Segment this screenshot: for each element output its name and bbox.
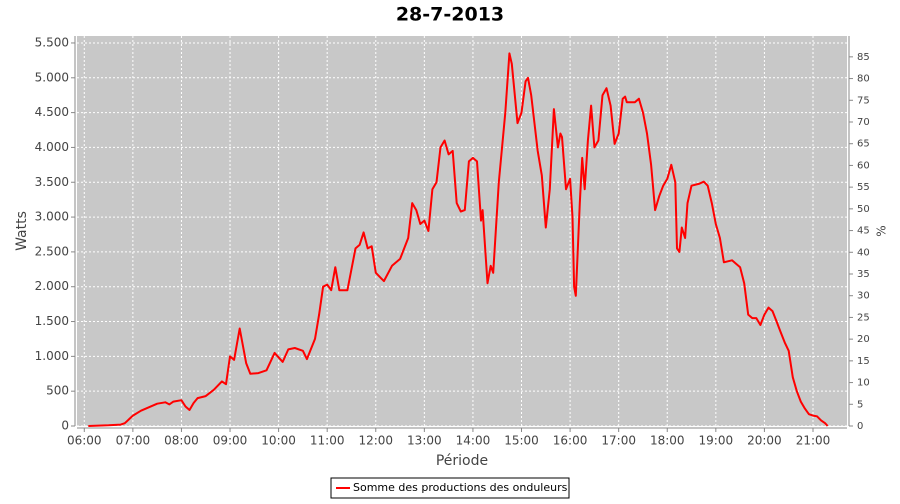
y-tick-label: 0 [61,419,69,433]
legend-label: Somme des productions des onduleurs [353,481,568,494]
x-tick-label: 12:00 [358,434,393,448]
legend [330,477,570,499]
y2-tick-label: 0 [857,421,863,432]
x-tick-label: 21:00 [796,434,831,448]
x-tick-label: 20:00 [747,434,782,448]
x-axis-label: Période [436,453,488,469]
x-tick-label: 06:00 [67,434,102,448]
y2-tick-label: 50 [857,204,870,215]
x-tick-label: 07:00 [116,434,151,448]
y-tick-label: 3.500 [35,175,69,189]
y-axis-label: Watts [14,211,30,251]
series-line [88,52,829,427]
legend-box [330,477,570,499]
y-tick-label: 500 [46,384,69,398]
y2-tick-label: 80 [857,74,870,85]
x-tick-label: 17:00 [601,434,636,448]
x-tick-label: 10:00 [261,434,296,448]
x-tick-label: 08:00 [164,434,199,448]
y2-tick-label: 60 [857,160,870,171]
y2-tick-label: 15 [857,356,870,367]
chart-title: 28-7-2013 [396,4,504,26]
y-tick-label: 1.500 [35,314,69,328]
x-tick-label: 09:00 [213,434,248,448]
y2-tick-label: 55 [857,182,870,193]
x-tick-label: 11:00 [310,434,345,448]
y2-tick-label: 25 [857,312,870,323]
y-tick-label: 4.500 [35,105,69,119]
x-tick-label: 18:00 [650,434,685,448]
y-tick-label: 5.000 [35,70,69,84]
y2-tick-label: 20 [857,334,870,345]
x-tick-label: 15:00 [504,434,539,448]
y2-tick-label: 40 [857,247,870,258]
y-tick-label: 5.500 [35,35,69,49]
y-tick-label: 3.000 [35,210,69,224]
x-tick-label: 13:00 [407,434,442,448]
y2-tick-label: 65 [857,139,870,150]
plot-area [77,36,847,426]
y2-tick-label: 30 [857,291,870,302]
y2-tick-label: 45 [857,226,870,237]
x-tick-label: 19:00 [699,434,734,448]
y2-tick-label: 10 [857,378,870,389]
y2-tick-label: 5 [857,399,863,410]
x-tick-label: 14:00 [456,434,491,448]
y-tick-label: 4.000 [35,140,69,154]
y2-axis-label: % [875,225,889,236]
y-tick-label: 2.000 [35,279,69,293]
y-tick-label: 2.500 [35,244,69,258]
y2-tick-label: 70 [857,117,870,128]
y2-tick-label: 35 [857,269,870,280]
y2-tick-label: 75 [857,95,870,106]
y-tick-label: 1.000 [35,349,69,363]
x-tick-label: 16:00 [553,434,588,448]
y2-tick-label: 85 [857,52,870,63]
